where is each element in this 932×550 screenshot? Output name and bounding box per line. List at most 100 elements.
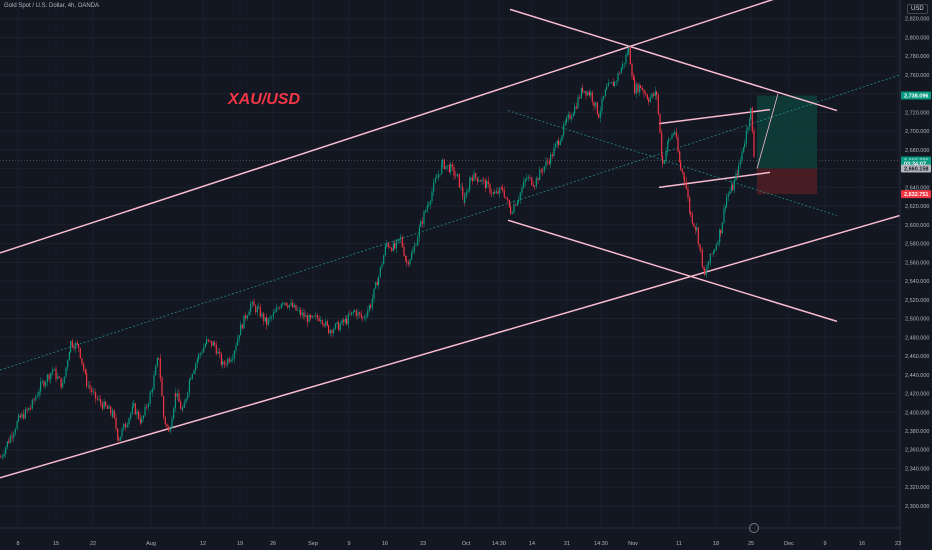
candle [176,393,178,397]
candle [217,351,219,354]
candle [384,246,386,256]
candle [251,301,253,304]
candle [464,197,466,204]
candle [418,226,420,238]
candle [745,130,747,144]
candle [38,391,40,396]
candle [100,399,102,404]
candle [601,98,603,112]
candle [198,354,200,360]
candle [274,312,276,313]
candle [665,151,667,161]
candle [344,318,346,323]
candle [311,315,313,318]
candle [26,409,28,411]
candle [628,47,630,54]
candle [166,424,168,428]
candle [101,403,103,409]
candle [292,303,294,308]
time-tick-label: Nov [628,541,638,547]
time-tick-label: Sep [308,541,318,547]
candle [738,165,740,176]
candle [267,318,269,325]
candle [79,347,81,359]
time-tick-label: 23 [420,541,426,547]
candle [277,308,279,309]
candle [668,139,670,142]
candle [579,97,581,99]
candle [375,282,377,289]
candle [331,330,333,334]
candle [545,161,547,167]
candle [53,369,55,371]
candle [125,426,127,428]
candle [293,304,295,308]
info-icon[interactable] [749,523,759,533]
candle [690,211,692,215]
candle [258,306,260,308]
candle [604,89,606,97]
candle [614,81,616,87]
trendlines [0,0,932,479]
candle [476,177,478,182]
candle [593,101,595,107]
candle [563,124,565,136]
candle [677,137,679,152]
candle [467,190,469,193]
candle [429,200,431,205]
candle [518,199,520,202]
candle [195,363,197,371]
candle [478,180,480,182]
position-zones [757,95,817,195]
candle [87,385,89,386]
candle [575,106,577,109]
candlesticks [0,45,755,460]
candle [685,181,687,190]
candle [700,248,702,251]
candle [747,126,749,131]
candle [646,94,648,100]
candle [365,316,367,318]
candle [564,122,566,125]
candle [657,94,659,114]
candle [625,54,627,64]
candle [45,381,47,386]
candle [232,358,234,360]
candle [243,315,245,329]
time-tick-label: 15 [53,541,59,547]
candle [505,197,507,199]
price-tick-label: 2,300.000 [905,504,929,510]
candle [741,152,743,161]
candle [595,102,597,107]
candle [14,429,16,434]
candle [400,237,402,239]
candle [640,85,642,88]
candle [133,403,135,407]
candle [699,243,701,249]
candle [471,177,473,182]
candle [389,247,391,248]
price-tick-label: 2,380.000 [905,429,929,435]
candle [315,315,317,317]
price-tick-label: 2,480.000 [905,335,929,341]
currency-button[interactable]: USD [907,4,928,14]
candle [392,243,394,252]
candle [515,204,517,206]
candle [269,317,271,319]
candle [732,184,734,191]
candle [193,370,195,375]
candle [349,314,351,316]
price-tick-label: 2,760.000 [905,73,929,79]
candle [535,178,537,187]
candle [62,382,64,388]
candle [46,374,48,382]
candle [627,53,629,55]
candle [153,375,155,389]
candle [40,381,42,392]
candle [71,340,73,347]
candle [19,415,21,418]
candle [457,173,459,175]
candle [620,68,622,74]
time-tick-label: 12 [200,541,206,547]
